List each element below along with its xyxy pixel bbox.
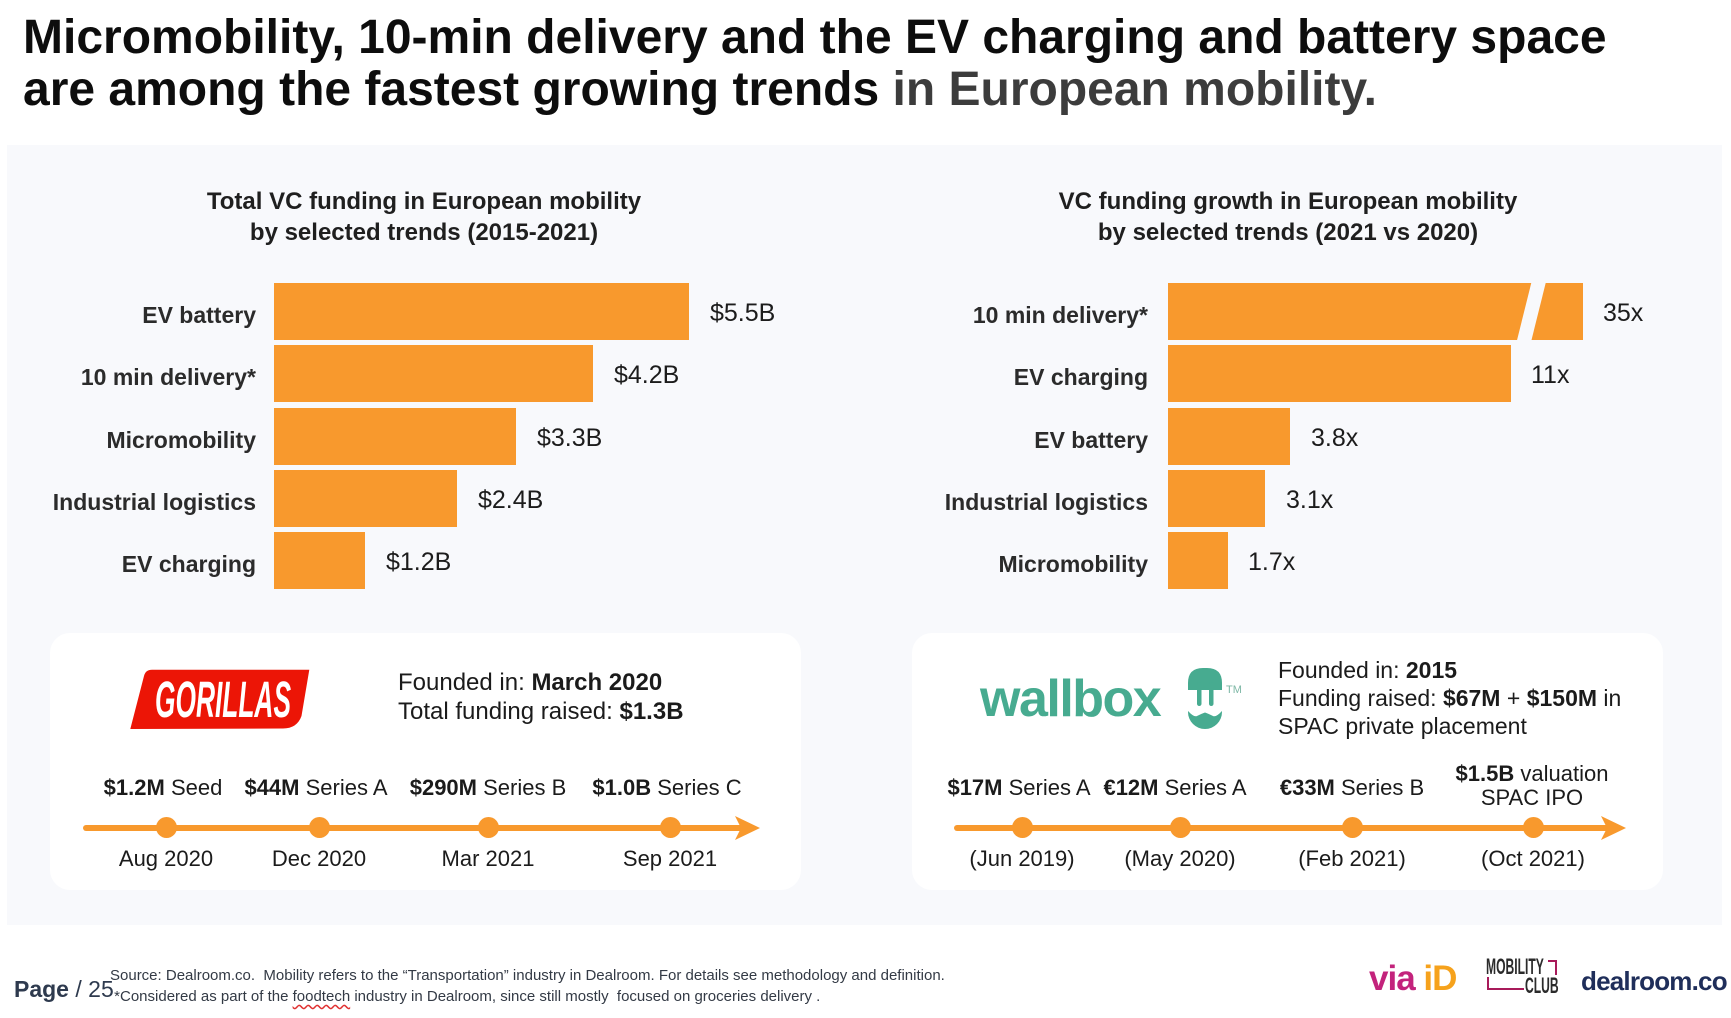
svg-text:GORILLAS: GORILLAS <box>155 671 291 728</box>
